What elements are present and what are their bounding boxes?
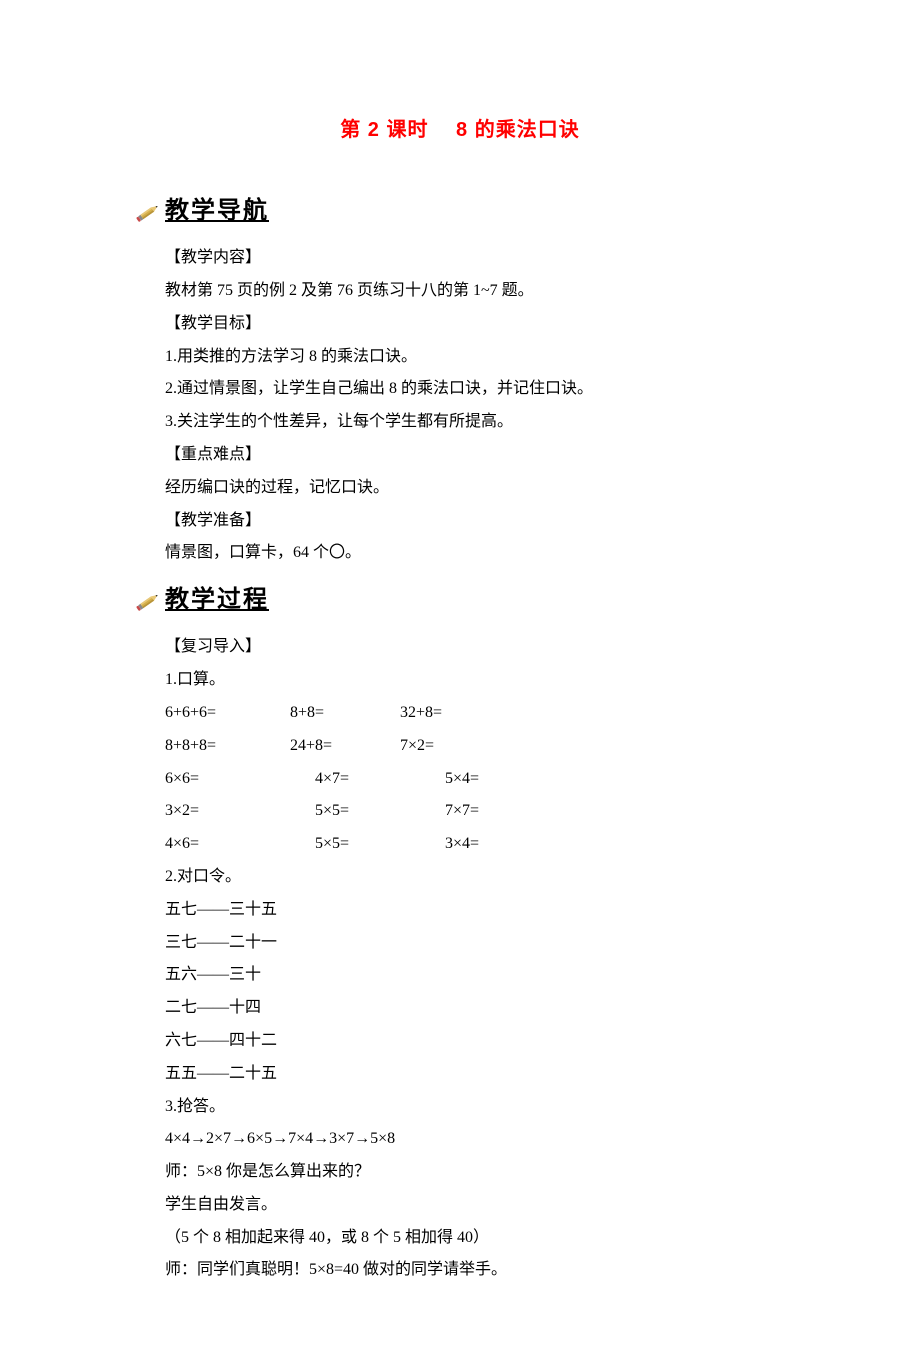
p3-chain: 4×4→2×7→6×5→7×4→3×7→5×8 (165, 1123, 755, 1156)
review-label: 【复习导入】 (165, 631, 755, 664)
section-title-nav: 教学导航 (165, 187, 269, 236)
list-item: 六七——四十二 (165, 1025, 755, 1058)
calc-cell: 8+8= (290, 697, 400, 730)
calc-table-b: 6×6= 4×7= 5×4= 3×2= 5×5= 7×7= 4×6= 5×5= … (165, 763, 755, 861)
list-item: 三七——二十一 (165, 927, 755, 960)
p3-teacher2: 师：同学们真聪明！5×8=40 做对的同学请举手。 (165, 1254, 755, 1287)
goal-label: 【教学目标】 (165, 308, 755, 341)
section-header-nav: 教学导航 (135, 187, 755, 236)
calc-cell: 7×7= (445, 795, 555, 828)
p2-label: 2.对口令。 (165, 861, 755, 894)
calc-cell: 32+8= (400, 697, 510, 730)
list-item: 五五——二十五 (165, 1058, 755, 1091)
calc-cell: 3×4= (445, 828, 555, 861)
content-label: 【教学内容】 (165, 242, 755, 275)
p1-label: 1.口算。 (165, 664, 755, 697)
table-row: 3×2= 5×5= 7×7= (165, 795, 755, 828)
lesson-title: 第 2 课时 8 的乘法口诀 (165, 110, 755, 151)
calc-cell: 8+8+8= (165, 730, 290, 763)
focus-label: 【重点难点】 (165, 439, 755, 472)
calc-cell: 4×6= (165, 828, 315, 861)
p3-note: （5 个 8 相加起来得 40，或 8 个 5 相加得 40） (165, 1222, 755, 1255)
table-row: 6+6+6= 8+8= 32+8= (165, 697, 755, 730)
calc-cell: 5×5= (315, 828, 445, 861)
calc-cell: 3×2= (165, 795, 315, 828)
section-header-process: 教学过程 (135, 576, 755, 625)
pencil-icon (135, 198, 163, 226)
p3-student: 学生自由发言。 (165, 1189, 755, 1222)
table-row: 6×6= 4×7= 5×4= (165, 763, 755, 796)
focus-text: 经历编口诀的过程，记忆口诀。 (165, 472, 755, 505)
calc-cell: 7×2= (400, 730, 510, 763)
calc-cell: 6+6+6= (165, 697, 290, 730)
calc-cell: 6×6= (165, 763, 315, 796)
calc-cell: 24+8= (290, 730, 400, 763)
p3-label: 3.抢答。 (165, 1091, 755, 1124)
list-item: 五六——三十 (165, 959, 755, 992)
calc-cell: 5×4= (445, 763, 555, 796)
calc-cell: 4×7= (315, 763, 445, 796)
list-item: 五七——三十五 (165, 894, 755, 927)
calc-table-a: 6+6+6= 8+8= 32+8= 8+8+8= 24+8= 7×2= (165, 697, 755, 763)
table-row: 8+8+8= 24+8= 7×2= (165, 730, 755, 763)
prep-label: 【教学准备】 (165, 505, 755, 538)
prep-text: 情景图，口算卡，64 个〇。 (165, 537, 755, 570)
p3-teacher1: 师：5×8 你是怎么算出来的？ (165, 1156, 755, 1189)
calc-cell: 5×5= (315, 795, 445, 828)
content-text: 教材第 75 页的例 2 及第 76 页练习十八的第 1~7 题。 (165, 275, 755, 308)
list-item: 二七——十四 (165, 992, 755, 1025)
section-title-process: 教学过程 (165, 576, 269, 625)
pencil-icon (135, 587, 163, 615)
goal-3: 3.关注学生的个性差异，让每个学生都有所提高。 (165, 406, 755, 439)
table-row: 4×6= 5×5= 3×4= (165, 828, 755, 861)
goal-2: 2.通过情景图，让学生自己编出 8 的乘法口诀，并记住口诀。 (165, 373, 755, 406)
goal-1: 1.用类推的方法学习 8 的乘法口诀。 (165, 341, 755, 374)
